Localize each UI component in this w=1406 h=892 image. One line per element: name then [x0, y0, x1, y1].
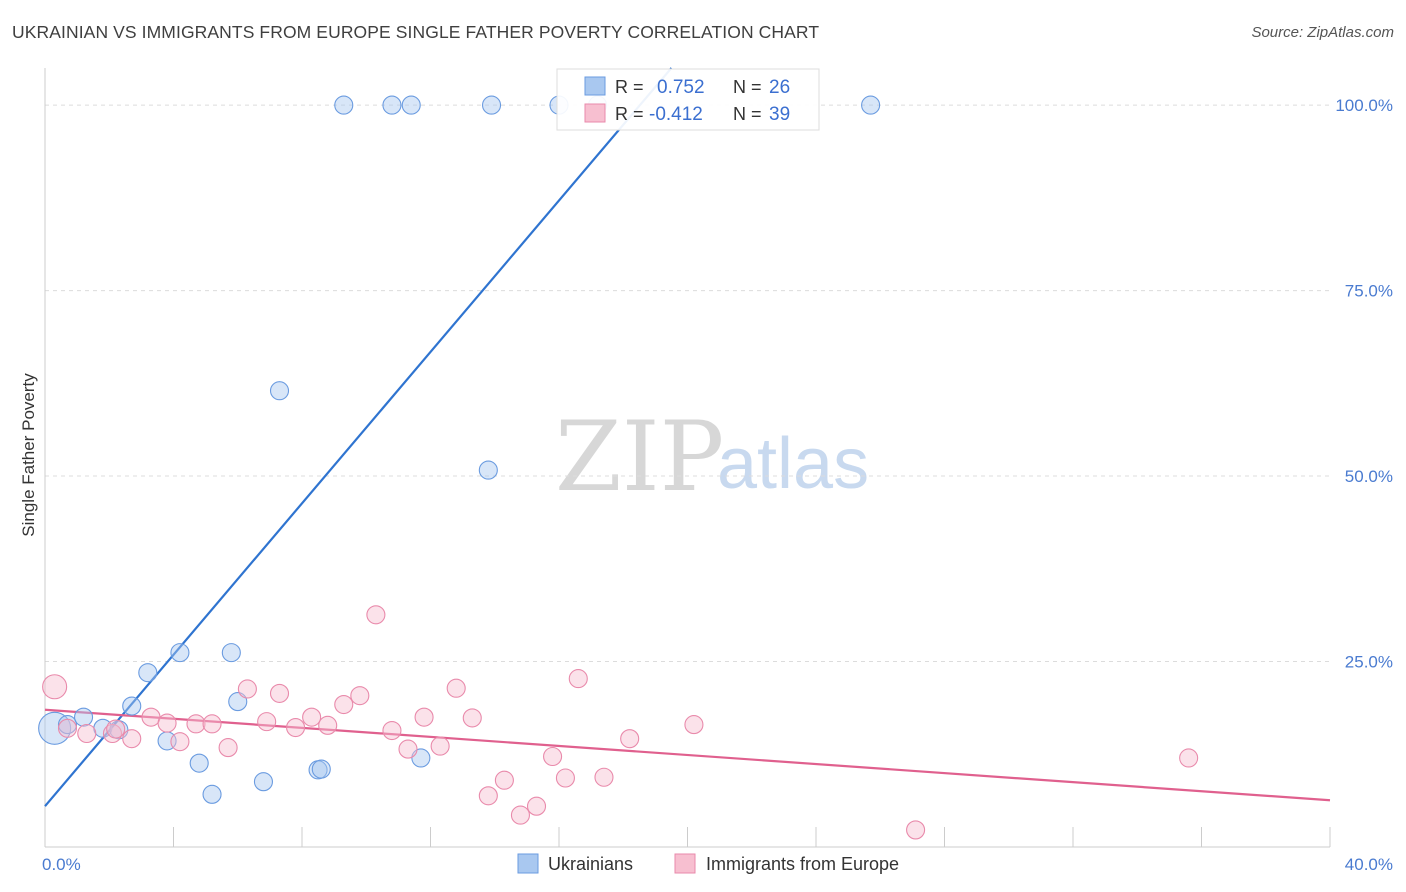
stats-r-label-europe: R = [615, 104, 644, 124]
point-europe [57, 718, 78, 738]
point-europe [218, 738, 238, 758]
point-europe [141, 707, 161, 727]
point-europe [269, 683, 290, 703]
point-europe [257, 712, 277, 732]
point-europe [334, 695, 354, 715]
watermark-atlas: atlas [717, 424, 869, 504]
point-europe [446, 678, 466, 698]
point-ukrainians [481, 95, 502, 115]
point-europe [526, 796, 547, 816]
y-tick-label: 25.0% [1345, 653, 1393, 672]
point-ukrainians [334, 95, 354, 115]
point-europe [286, 718, 306, 738]
stats-n-label-europe: N = [733, 104, 762, 124]
y-axis-title: Single Father Poverty [19, 373, 38, 537]
point-ukrainians [253, 772, 274, 792]
point-europe [478, 786, 498, 806]
point-europe [462, 708, 482, 728]
source-label: Source: ZipAtlas.com [1251, 24, 1394, 41]
point-ukrainians [202, 784, 222, 804]
point-ukrainians [478, 460, 498, 480]
stats-legend: R = 0.752 N = 26 R = -0.412 N = 39 [556, 68, 820, 131]
point-europe [594, 767, 614, 787]
stats-n-label-ukrainians: N = [733, 77, 762, 97]
point-ukrainians [170, 643, 190, 663]
point-europe [157, 713, 177, 733]
point-europe [77, 723, 97, 744]
point-europe [382, 720, 402, 741]
point-europe [42, 674, 68, 700]
point-europe [906, 820, 926, 840]
point-europe [318, 715, 338, 735]
legend-label-ukrainians: Ukrainians [548, 854, 633, 874]
stats-n-value-ukrainians: 26 [769, 77, 790, 98]
stats-r-label-ukrainians: R = [615, 77, 644, 97]
trend-line-ukrainians [44, 67, 673, 807]
point-europe [510, 805, 531, 825]
series-legend: Ukrainians Immigrants from Europe [517, 853, 899, 874]
point-ukrainians [269, 381, 290, 401]
x-tick-label: 40.0% [1345, 855, 1393, 874]
point-europe [237, 679, 257, 699]
data-points [38, 95, 1199, 840]
point-ukrainians [221, 643, 241, 663]
axis-ticks: 25.0% 50.0% 75.0% 100.0% 0.0% 40.0% [42, 96, 1393, 874]
point-ukrainians [401, 95, 421, 115]
point-ukrainians [74, 707, 94, 727]
point-europe [398, 739, 418, 759]
point-europe [620, 729, 640, 749]
y-tick-label: 75.0% [1345, 282, 1393, 301]
point-ukrainians [861, 95, 881, 115]
point-europe [414, 707, 434, 727]
point-europe [366, 605, 386, 625]
point-europe [684, 715, 704, 735]
point-europe [202, 714, 222, 734]
point-ukrainians [382, 95, 402, 115]
stats-legend-swatch-ukrainians [584, 76, 606, 96]
stats-r-value-ukrainians: 0.752 [657, 77, 705, 98]
trend-line-europe [44, 708, 1331, 802]
point-europe [106, 719, 126, 739]
point-ukrainians [189, 753, 209, 773]
point-europe [122, 729, 142, 749]
point-ukrainians [138, 663, 158, 683]
stats-n-value-europe: 39 [769, 104, 790, 125]
stats-r-value-europe: -0.412 [649, 104, 703, 125]
legend-swatch-ukrainians [517, 853, 539, 874]
point-europe [186, 714, 206, 734]
watermark: ZIP atlas [555, 401, 869, 513]
y-tick-label: 50.0% [1345, 467, 1393, 486]
point-ukrainians [228, 692, 248, 712]
point-ukrainians [122, 696, 142, 716]
point-europe [350, 686, 370, 706]
point-europe [555, 768, 575, 788]
point-europe [494, 770, 514, 790]
point-europe [568, 669, 588, 689]
trend-lines [44, 67, 1331, 807]
stats-legend-swatch-europe [584, 103, 606, 123]
watermark-zip: ZIP [555, 401, 724, 513]
legend-label-europe: Immigrants from Europe [706, 854, 899, 874]
point-europe [430, 736, 450, 756]
legend-swatch-europe [674, 853, 696, 874]
y-tick-label: 100.0% [1335, 96, 1393, 115]
point-europe [1179, 748, 1199, 768]
point-ukrainians [311, 759, 331, 779]
chart-title: UKRAINIAN VS IMMIGRANTS FROM EUROPE SING… [12, 22, 820, 42]
point-europe [170, 732, 190, 752]
x-tick-label: 0.0% [42, 855, 81, 874]
point-europe [302, 707, 322, 727]
point-europe [543, 746, 563, 767]
